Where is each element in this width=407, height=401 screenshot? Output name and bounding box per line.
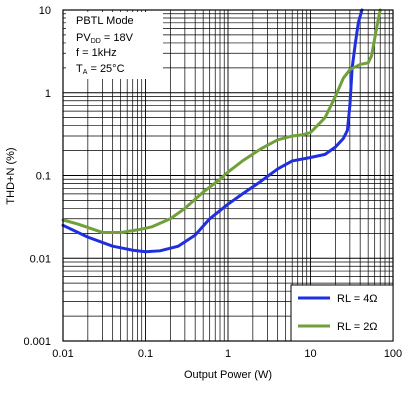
- condition-supply: PVDD = 18V: [76, 32, 134, 45]
- x-tick-label: 0.1: [138, 348, 153, 360]
- legend-box: [290, 284, 394, 342]
- supply-main: PV: [76, 32, 91, 44]
- y-tick-label: 0.001: [23, 336, 51, 348]
- data-curves: [61, 8, 382, 254]
- x-tick-labels: 0.01 0.1 1 10 100: [52, 348, 402, 360]
- supply-value: = 18V: [101, 32, 134, 44]
- plot-frame: [62, 9, 394, 342]
- x-axis-label: Output Power (W): [184, 369, 272, 381]
- temp-main: T: [76, 63, 83, 75]
- y-tick-label: 0.1: [36, 171, 51, 183]
- legend: RL = 4Ω RL = 2Ω: [290, 284, 394, 342]
- y-axis-label: THD+N (%): [5, 147, 17, 204]
- supply-sub: DD: [91, 38, 101, 45]
- x-tick-label: 0.01: [52, 348, 73, 360]
- conditions-background: [66, 12, 163, 79]
- temp-value: = 25°C: [87, 63, 124, 75]
- condition-mode: PBTL Mode: [76, 15, 134, 27]
- series-line-rl4: [61, 8, 364, 254]
- y-tick-labels: 0.001 0.01 0.1 1 10: [23, 5, 51, 348]
- x-tick-label: 10: [304, 348, 316, 360]
- x-tick-label: 100: [384, 348, 402, 360]
- conditions-box: PBTL Mode PVDD = 18V f = 1kHz TA = 25°C: [66, 12, 163, 79]
- y-tick-label: 0.01: [30, 253, 51, 265]
- x-tick-label: 1: [225, 348, 231, 360]
- legend-label-rl2: RL = 2Ω: [337, 321, 378, 333]
- y-tick-label: 10: [39, 5, 51, 17]
- temp-sub: A: [83, 69, 88, 76]
- series-line-rl2: [61, 8, 382, 234]
- legend-label-rl4: RL = 4Ω: [337, 293, 378, 305]
- condition-temperature: TA = 25°C: [76, 63, 125, 76]
- condition-frequency: f = 1kHz: [76, 47, 117, 59]
- y-tick-label: 1: [45, 88, 51, 100]
